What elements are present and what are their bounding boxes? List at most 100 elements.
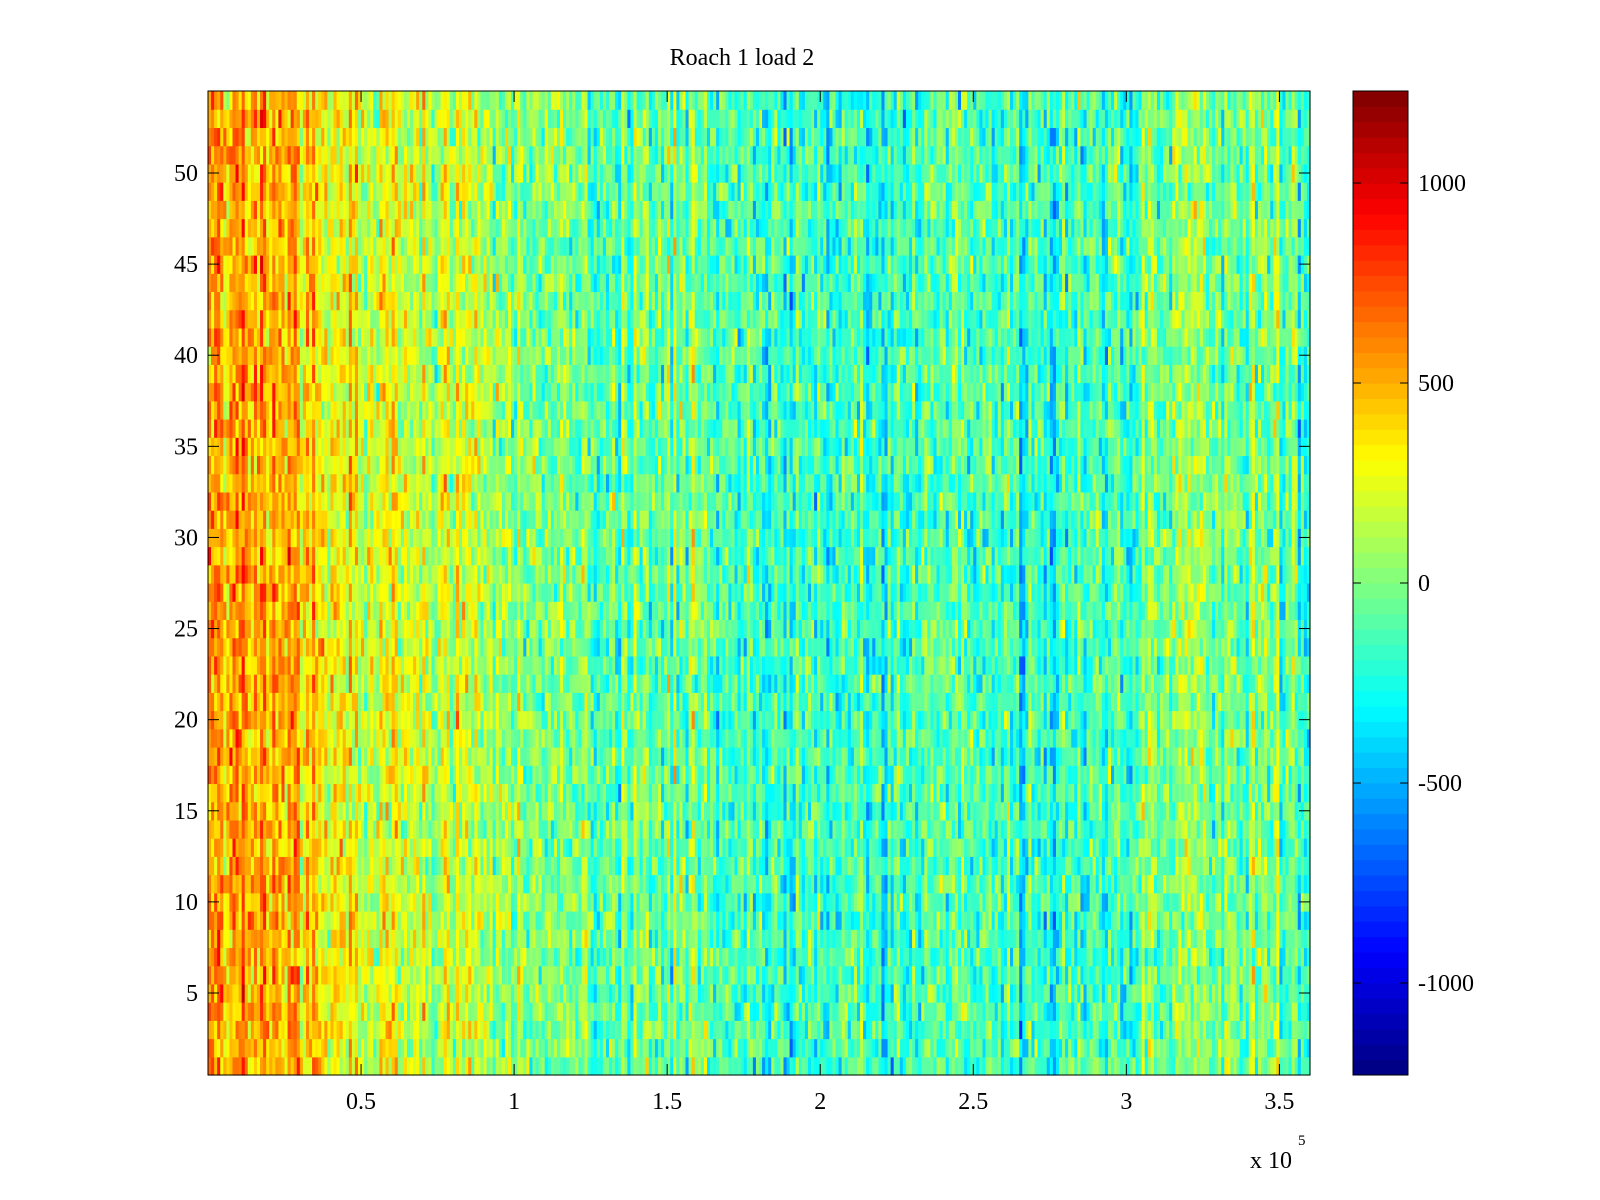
heatmap-cell (293, 765, 298, 785)
heatmap-cell (263, 200, 267, 220)
heatmap-cell (449, 655, 454, 675)
heatmap-cell (394, 637, 399, 657)
heatmap-cell (471, 327, 475, 347)
heatmap-cell (315, 892, 319, 912)
heatmap-cell (455, 892, 460, 912)
heatmap-cell (440, 400, 445, 420)
heatmap-cell (241, 127, 246, 147)
heatmap-cell (406, 801, 411, 821)
heatmap-cell (339, 710, 344, 730)
heatmap-cell (413, 674, 417, 693)
heatmap-cell (410, 601, 414, 621)
heatmap-cell (290, 801, 295, 821)
heatmap-cell (425, 947, 429, 967)
heatmap-cell (459, 291, 463, 311)
heatmap-cell (247, 473, 252, 493)
heatmap-cell (486, 291, 491, 311)
heatmap-cell (244, 637, 249, 657)
heatmap-cell (333, 491, 338, 511)
heatmap-cell (400, 327, 405, 347)
heatmap-cell (367, 109, 371, 129)
heatmap-cell (281, 692, 286, 712)
heatmap-cell (367, 838, 371, 857)
heatmap-cell (253, 145, 258, 165)
heatmap-cell (370, 619, 374, 639)
heatmap-cell (422, 710, 426, 730)
heatmap-cell (455, 674, 460, 693)
heatmap-cell (263, 728, 267, 748)
heatmap-cell (422, 546, 426, 566)
heatmap-cell (324, 1020, 328, 1040)
heatmap-cell (367, 747, 371, 766)
heatmap-cell (321, 200, 325, 220)
heatmap-cell (333, 346, 338, 365)
heatmap-cell (379, 400, 384, 420)
heatmap-cell (284, 200, 289, 220)
heatmap-cell (287, 255, 292, 274)
heatmap-cell (382, 291, 387, 311)
heatmap-cell (348, 163, 353, 183)
heatmap-cell (321, 856, 325, 876)
heatmap-cell (419, 564, 423, 584)
heatmap-cell (477, 291, 482, 311)
heatmap-cell (373, 747, 377, 766)
heatmap-cell (223, 236, 227, 256)
heatmap-cell (477, 546, 482, 566)
heatmap-cell (272, 491, 276, 511)
heatmap-cell (272, 1002, 276, 1021)
heatmap-cell (293, 528, 298, 548)
heatmap-cell (278, 965, 283, 985)
heatmap-cell (342, 127, 347, 147)
heatmap-cell (413, 856, 417, 876)
heatmap-cell (376, 437, 381, 457)
heatmap-cell (465, 327, 469, 347)
heatmap-cell (434, 583, 439, 602)
heatmap-cell (348, 419, 353, 438)
heatmap-cell (489, 911, 494, 930)
heatmap-cell (446, 819, 451, 839)
heatmap-cell (370, 819, 374, 839)
heatmap-cell (208, 364, 212, 384)
heatmap-cell (474, 929, 478, 949)
heatmap-cell (486, 819, 491, 839)
heatmap-cell (241, 437, 246, 457)
heatmap-cell (315, 346, 319, 365)
heatmap-cell (391, 473, 396, 493)
heatmap-cell (431, 765, 436, 785)
heatmap-cell (465, 1056, 469, 1076)
heatmap-cell (391, 1056, 396, 1076)
heatmap-cell (272, 91, 276, 110)
heatmap-cell (263, 528, 267, 548)
heatmap-cell (275, 692, 279, 712)
heatmap-cell (477, 1020, 482, 1040)
heatmap-cell (474, 747, 478, 766)
heatmap-cell (238, 510, 243, 529)
heatmap-cell (247, 491, 252, 511)
heatmap-cell (416, 273, 420, 293)
heatmap-cell (471, 874, 475, 894)
heatmap-cell (339, 965, 344, 985)
heatmap-cell (232, 619, 237, 639)
heatmap-cell (455, 273, 460, 293)
heatmap-cell (250, 455, 255, 475)
heatmap-cell (416, 1020, 420, 1040)
heatmap-cell (229, 783, 234, 803)
heatmap-cell (293, 127, 298, 147)
heatmap-cell (217, 564, 221, 584)
heatmap-cell (406, 947, 411, 967)
heatmap-cell (241, 819, 246, 839)
heatmap-cell (250, 619, 255, 639)
heatmap-cell (321, 473, 325, 493)
heatmap-cell (437, 437, 442, 457)
heatmap-cell (309, 710, 313, 730)
heatmap-cell (296, 892, 301, 912)
heatmap-cell (431, 619, 436, 639)
heatmap-cell (266, 564, 270, 584)
heatmap-cell (348, 765, 353, 785)
heatmap-cell (312, 528, 316, 548)
heatmap-cell (440, 947, 445, 967)
heatmap-cell (339, 674, 344, 693)
heatmap-cell (324, 601, 328, 621)
heatmap-cell (357, 291, 362, 311)
heatmap-cell (452, 929, 457, 949)
